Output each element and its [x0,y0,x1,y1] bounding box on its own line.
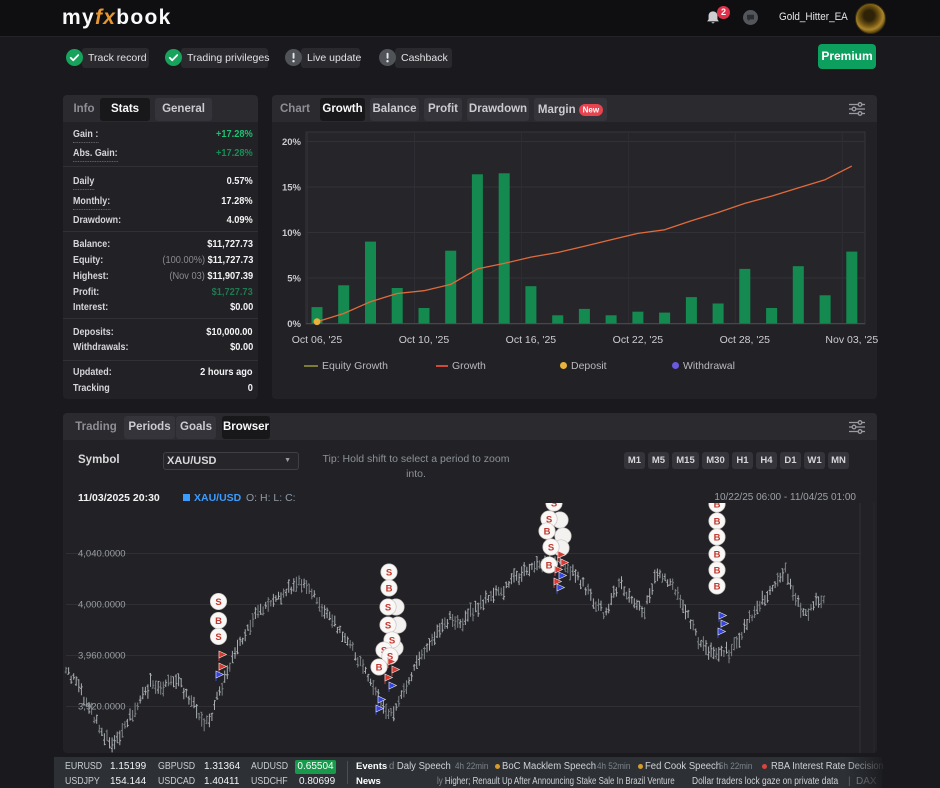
svg-text:S: S [385,603,391,614]
svg-text:S: S [551,499,557,510]
svg-text:S: S [548,543,554,554]
svg-text:5%: 5% [287,274,301,285]
svg-text:S: S [389,636,395,647]
svg-text:B: B [544,527,551,538]
svg-text:Nov 03, '25: Nov 03, '25 [825,334,878,346]
svg-text:B: B [546,561,553,572]
svg-text:B: B [714,550,721,561]
svg-text:4,040.0000: 4,040.0000 [78,549,126,560]
svg-text:S: S [387,652,393,663]
svg-text:B: B [386,584,393,595]
svg-text:B: B [714,517,721,528]
svg-text:S: S [386,568,392,579]
svg-text:B: B [376,663,383,674]
svg-text:B: B [714,500,721,511]
svg-text:3,960.0000: 3,960.0000 [78,651,126,662]
svg-text:B: B [714,533,721,544]
svg-text:20%: 20% [282,137,302,148]
svg-text:B: B [714,582,721,593]
svg-text:Oct 16, '25: Oct 16, '25 [506,334,557,346]
svg-text:S: S [546,515,552,526]
svg-text:Oct 22, '25: Oct 22, '25 [613,334,664,346]
svg-text:4,000.0000: 4,000.0000 [78,600,126,611]
svg-text:Oct 10, '25: Oct 10, '25 [399,334,450,346]
svg-text:15%: 15% [282,183,302,194]
svg-text:S: S [215,597,221,608]
svg-text:S: S [385,621,391,632]
svg-text:B: B [215,616,222,627]
svg-text:3,920.0000: 3,920.0000 [78,702,126,713]
svg-text:0%: 0% [287,319,301,330]
svg-text:Oct 06, '25: Oct 06, '25 [292,334,343,346]
svg-text:B: B [714,566,721,577]
svg-text:S: S [215,632,221,643]
svg-text:10%: 10% [282,228,302,239]
svg-text:Oct 28, '25: Oct 28, '25 [720,334,771,346]
